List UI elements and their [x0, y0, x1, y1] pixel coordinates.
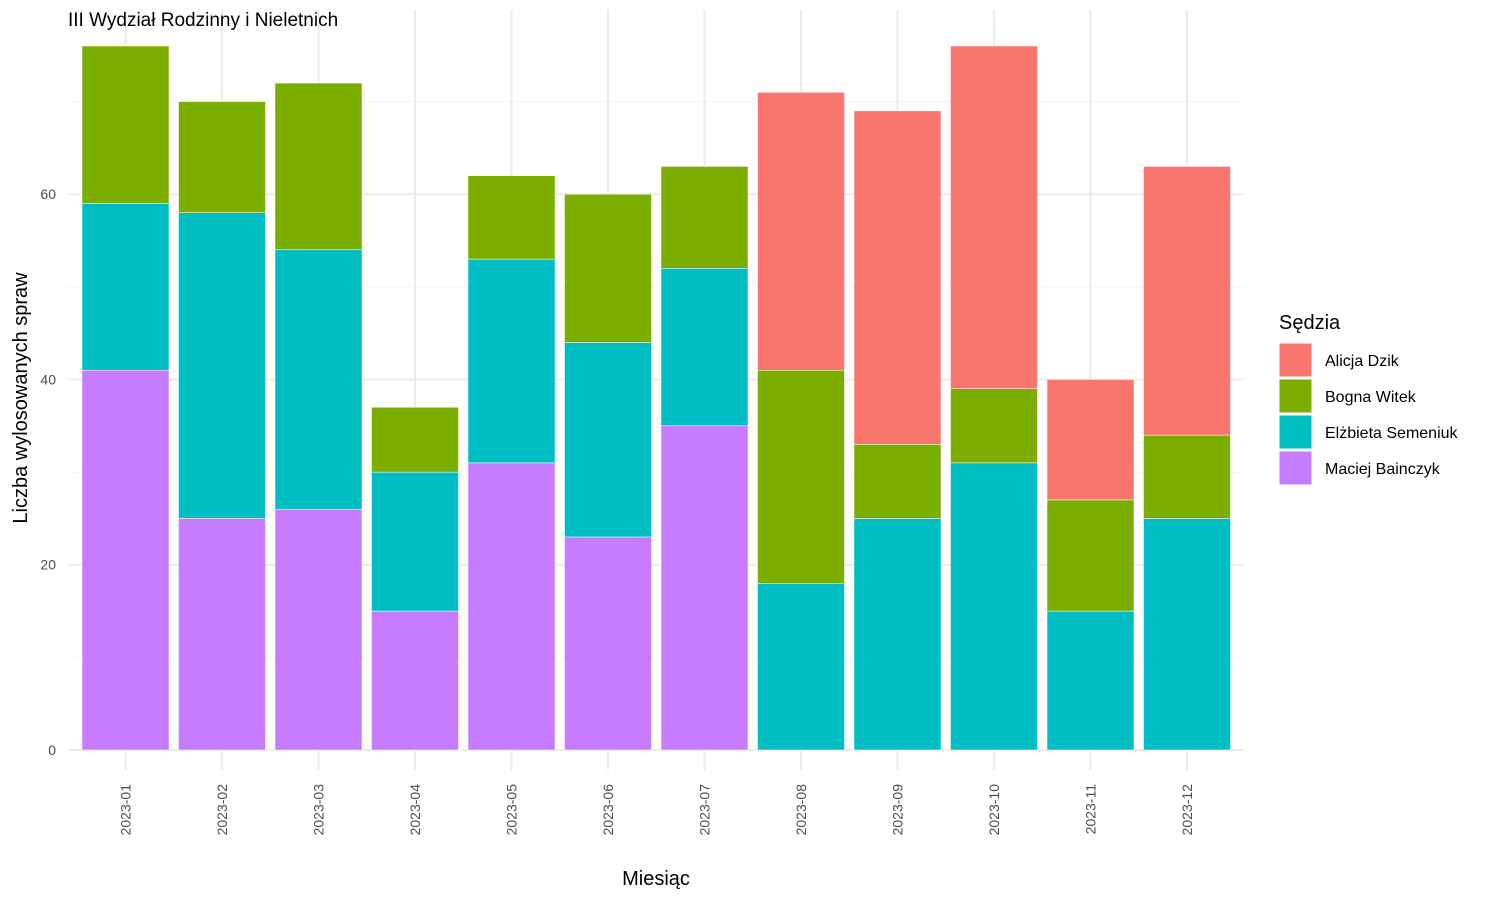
bar-segment: [564, 193, 652, 343]
bars: [81, 45, 1231, 751]
bar-segment: [81, 45, 170, 204]
bar-segment: [757, 92, 845, 371]
x-axis-ticks: 2023-01 2023-02 2023-03 2023-04 2023-05 2023-…: [118, 784, 1196, 836]
bar-segment: [660, 268, 749, 427]
bar-segment: [853, 518, 942, 751]
bar-segment: [371, 407, 459, 473]
legend-label: Maciej Bainczyk: [1325, 461, 1441, 478]
x-tick-label: 2023-11: [1083, 784, 1099, 835]
legend-title: Sędzia: [1279, 312, 1341, 334]
bar-segment: [950, 462, 1038, 751]
x-tick-label: 2023-09: [890, 784, 906, 836]
y-axis-title: Liczba wylosowanych spraw: [10, 272, 32, 524]
bar-segment: [371, 471, 459, 612]
x-tick-label: 2023-03: [311, 784, 327, 836]
x-tick-label: 2023-06: [600, 784, 616, 836]
bar-segment: [274, 249, 363, 510]
x-tick-label: 2023-12: [1179, 784, 1195, 836]
x-axis-title: Miesiąc: [622, 868, 690, 890]
legend-label: Bogna Witek: [1325, 389, 1417, 406]
bar-segment: [178, 101, 266, 213]
bar-segment: [81, 369, 170, 751]
x-tick-label: 2023-02: [214, 784, 230, 836]
x-tick-label: 2023-01: [118, 784, 134, 836]
bar-segment: [1046, 610, 1135, 751]
y-axis-ticks: 0 20 40 60: [40, 186, 56, 758]
bar-segment: [950, 388, 1038, 464]
y-tick-label: 40: [40, 371, 56, 387]
x-tick-label: 2023-07: [697, 784, 713, 836]
bar-segment: [564, 536, 652, 751]
bar-segment: [757, 369, 845, 584]
bar-segment: [274, 82, 363, 251]
bar-segment: [1143, 166, 1231, 436]
x-tick-label: 2023-04: [407, 784, 423, 836]
legend-swatch: [1278, 414, 1313, 450]
bar-segment: [467, 462, 556, 751]
legend-swatch: [1278, 450, 1313, 486]
legend-label: Elżbieta Semeniuk: [1325, 425, 1459, 442]
bar-segment: [1046, 379, 1135, 501]
bar-segment: [660, 166, 749, 269]
x-tick-label: 2023-05: [504, 784, 520, 836]
bar-segment: [467, 175, 556, 260]
legend-swatch: [1278, 378, 1313, 414]
bar-segment: [274, 508, 363, 751]
bar-segment: [178, 518, 266, 751]
legend: Sędzia Alicja Dzik Bogna Witek Elżbieta Se…: [1278, 312, 1459, 486]
bar-segment: [950, 45, 1038, 389]
x-tick-label: 2023-08: [793, 784, 809, 836]
chart-title: III Wydział Rodzinny i Nieletnich: [68, 10, 338, 31]
bar-segment: [467, 258, 556, 464]
bar-segment: [757, 583, 845, 751]
bar-segment: [1046, 499, 1135, 612]
bar-segment: [1143, 434, 1231, 519]
bar-segment: [564, 342, 652, 538]
legend-label: Alicja Dzik: [1325, 353, 1400, 370]
bar-segment: [371, 610, 459, 751]
bar-segment: [178, 212, 266, 519]
y-tick-label: 60: [40, 186, 56, 202]
bar-segment: [81, 203, 170, 371]
bar-segment: [853, 110, 942, 445]
legend-swatch: [1278, 342, 1313, 378]
bar-segment: [660, 425, 749, 751]
bar-segment: [853, 444, 942, 519]
y-tick-label: 0: [48, 742, 56, 758]
x-tick-label: 2023-10: [986, 784, 1002, 836]
bar-segment: [1143, 518, 1231, 751]
y-tick-label: 20: [40, 557, 56, 573]
